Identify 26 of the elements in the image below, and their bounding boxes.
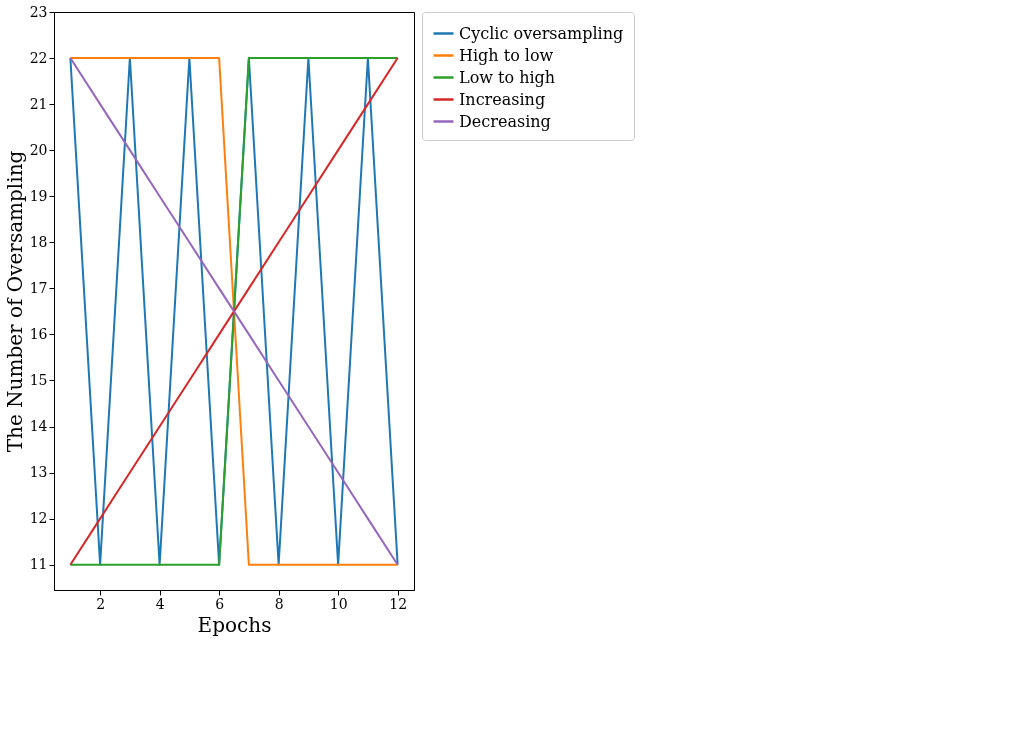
y-tick-label: 19 (29, 187, 48, 204)
y-tick-label: 14 (29, 418, 48, 434)
x-tick-label: 8 (274, 595, 284, 612)
legend-label: High to low (459, 45, 554, 65)
y-axis-title: The Number of Oversampling (2, 150, 27, 453)
x-tick-label: 4 (155, 595, 165, 612)
y-tick-label: 11 (29, 556, 48, 573)
y-tick-label: 17 (29, 279, 48, 296)
y-tick-label: 13 (29, 464, 48, 481)
y-tick-label: 15 (29, 371, 48, 388)
x-tick-label: 6 (215, 595, 225, 612)
x-axis-title: Epochs (197, 612, 272, 637)
y-tick-label: 20 (29, 141, 48, 158)
legend-label: Decreasing (459, 111, 551, 131)
y-tick-label: 22 (29, 49, 48, 66)
legend-label: Increasing (459, 89, 546, 109)
y-tick-label: 18 (29, 233, 48, 250)
legend-label: Low to high (459, 67, 556, 87)
y-tick-label: 16 (29, 325, 48, 342)
y-tick-label: 12 (29, 510, 48, 527)
x-tick-label: 2 (96, 595, 106, 612)
y-tick-label: 23 (29, 3, 48, 20)
x-tick-label: 12 (389, 595, 408, 612)
legend-label: Cyclic oversampling (459, 23, 624, 43)
y-tick-label: 21 (29, 95, 48, 112)
x-tick-label: 10 (329, 595, 348, 612)
